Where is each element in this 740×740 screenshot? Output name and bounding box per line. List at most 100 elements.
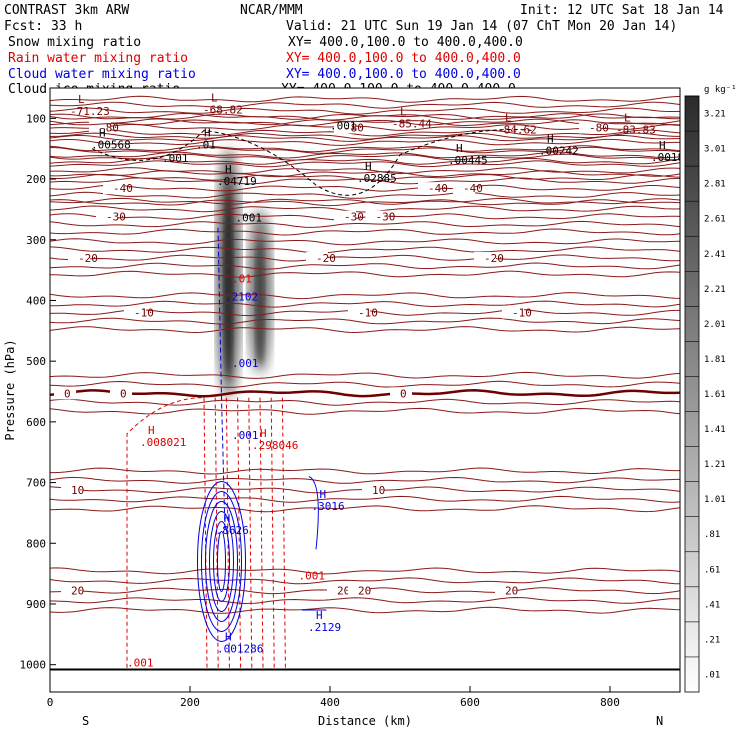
header: CONTRAST 3km ARW NCAR/MMM Init: 12 UTC S… [4,3,724,97]
extremum-value: .00445 [448,154,488,167]
colorbar: g kg⁻¹ .01 .21 .41 .61 .81 1.01 1.21 1.41 1.61 1.… [684,85,737,693]
field-rain-name: Rain water mixing ratio [8,51,188,66]
extremum-kind: H [456,142,463,155]
cloud-water-contour [308,476,319,550]
isotherm-label-bg [61,483,83,496]
isotherm-line [50,389,680,398]
extremum-value: .8626 [216,524,249,537]
isotherm-line [50,107,680,115]
isotherm-label: -10 [134,307,154,320]
isotherm-label-bg [89,121,111,134]
isotherm-line [50,300,680,308]
field-cloudwater-name: Cloud water mixing ratio [8,67,196,82]
isotherm-label: 20 [505,585,518,598]
contour-label: .001 [162,152,189,165]
hydrometeor-contours [91,128,534,668]
colorbar-level: 1.81 [704,355,726,365]
isotherm-label: -20 [484,252,504,265]
field-rain-xy: XY= 400.0,100.0 to 400.0,400.0 [286,51,521,66]
isotherm-layer: -80 -80 -80 -40 -40 -40 -30 -30 -30 -20 -20 -20 -10 -… [50,95,680,614]
isotherm-label: 10 [372,484,385,497]
isotherm-line [50,505,680,513]
snow-shading-layer [216,148,272,398]
colorbar-level: .81 [704,530,720,540]
cloud-ice-contour [91,128,534,196]
isotherm-label-bg [124,306,146,319]
extremum-value: .02885 [357,172,397,185]
isotherm-label: -10 [512,307,532,320]
isotherm-line [50,495,680,503]
isotherm-line [50,371,680,379]
isotherm-line [50,124,680,131]
extremum-value: -84.62 [497,123,537,136]
isotherm-line [50,596,680,605]
isotherm-label: -80 [99,121,119,134]
colorbar-ramp [684,95,700,693]
isotherm-line [50,326,680,334]
isotherm-line [50,191,680,199]
rain-water-contour [270,397,275,668]
contour-label: .01 [232,272,252,285]
x-start-label: S [82,714,89,728]
extremum-value: .2129 [308,621,341,634]
isotherm-label-bg [306,251,328,264]
extremum-value: .298046 [252,439,298,452]
isotherm-label-bg [348,306,370,319]
colorbar-level: .01 [704,670,720,680]
isotherm-line [50,606,680,614]
isotherm-line [50,118,680,126]
colorbar-level: 2.41 [704,250,726,260]
isotherm-label: -30 [106,211,126,224]
cloud-water-contour [201,490,242,632]
isotherm-label: -20 [78,252,98,265]
extremum-value: .001286 [217,642,263,655]
isotherm-label: 20 [337,585,350,598]
isotherm-line [50,95,680,103]
isotherm-label-bg [54,387,76,400]
colorbar-level: 2.21 [704,285,726,295]
isotherm-line [50,173,680,181]
isotherm-line [50,292,680,300]
plot-frame [49,87,681,693]
colorbar-level: 1.41 [704,425,726,435]
isotherm-line [50,567,680,575]
isotherm-line [50,119,680,127]
cloud-water-contour [197,480,246,642]
y-tick-label: 400 [26,294,46,307]
cloud-water-contour [217,530,226,592]
isotherm-label-bg [327,584,349,597]
isotherm-line [50,197,680,205]
cloud-water-contour [213,520,230,602]
extremum-value: .01 [196,139,216,152]
isotherm-line [50,177,680,185]
rain-water-contour [225,397,230,668]
isotherm-line [50,467,680,475]
isotherm-line [50,167,680,175]
extremum-value: -71.23 [70,105,110,118]
isotherm-line [50,213,680,221]
rain-water-contour [281,397,286,668]
extremum-kind: L [400,105,407,118]
y-tick-label: 1000 [20,659,47,672]
isotherm-line [50,160,680,168]
field-cloudwater-xy: XY= 400.0,100.0 to 400.0,400.0 [286,67,521,82]
isotherm-label-bg [390,387,412,400]
rain-water-contour [248,397,253,668]
forecast-hour: Fcst: 33 h [4,19,82,34]
contour-label: .2102 [225,290,258,303]
isotherm-line [50,220,680,228]
cloud-water-contour [205,500,238,622]
colorbar-level: 1.01 [704,495,726,505]
isotherm-label-bg [495,584,517,597]
contour-label: .001 [232,357,259,370]
x-axis-label: Distance (km) [318,714,412,728]
valid-time: Valid: 21 UTC Sun 19 Jan 14 (07 ChT Mon … [286,19,677,34]
isotherm-label-bg [365,210,388,223]
x-tick-label: 600 [460,696,480,709]
y-tick-label: 800 [26,537,46,550]
extremum-value: .008021 [140,436,186,449]
isotherm-label: -40 [463,182,483,195]
y-tick-label: 900 [26,598,46,611]
extremum-kind: L [624,111,631,124]
